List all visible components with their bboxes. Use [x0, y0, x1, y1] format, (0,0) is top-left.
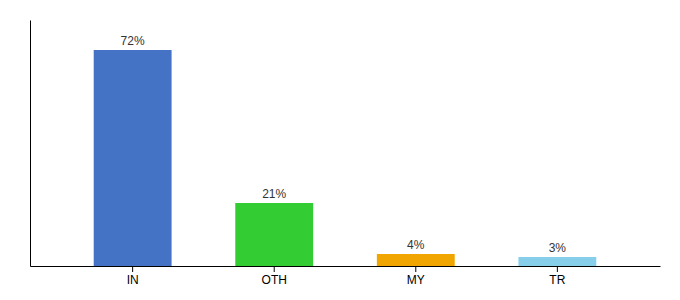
y-axis [30, 21, 31, 267]
axis-line [30, 21, 31, 267]
x-axis: IN OTH MY TR [31, 266, 661, 287]
tick-mark [415, 266, 416, 272]
tick: TR [549, 266, 565, 287]
data-label: 72% [121, 34, 145, 48]
data-label: 4% [407, 238, 425, 252]
tick: OTH [262, 266, 287, 287]
data-labels: 72% 21% 4% 3% [121, 34, 567, 255]
bars [94, 50, 597, 266]
tick-label: TR [549, 273, 565, 287]
tick-label: OTH [262, 273, 287, 287]
bar [377, 254, 455, 266]
tick: MY [407, 266, 425, 287]
tick-mark [132, 266, 133, 272]
tick-mark [274, 266, 275, 272]
tick-label: IN [127, 273, 139, 287]
plot: IN OTH MY TR 72% 21% 4% 3% [31, 21, 661, 287]
tick-mark [557, 266, 558, 272]
bar [235, 203, 313, 266]
chart: IN OTH MY TR 72% 21% 4% 3% [0, 0, 680, 300]
bar [94, 50, 172, 266]
bar [518, 257, 596, 266]
data-label: 21% [262, 187, 286, 201]
tick: IN [127, 266, 139, 287]
data-label: 3% [549, 241, 567, 255]
axis-line [31, 266, 661, 267]
tick-label: MY [407, 273, 425, 287]
